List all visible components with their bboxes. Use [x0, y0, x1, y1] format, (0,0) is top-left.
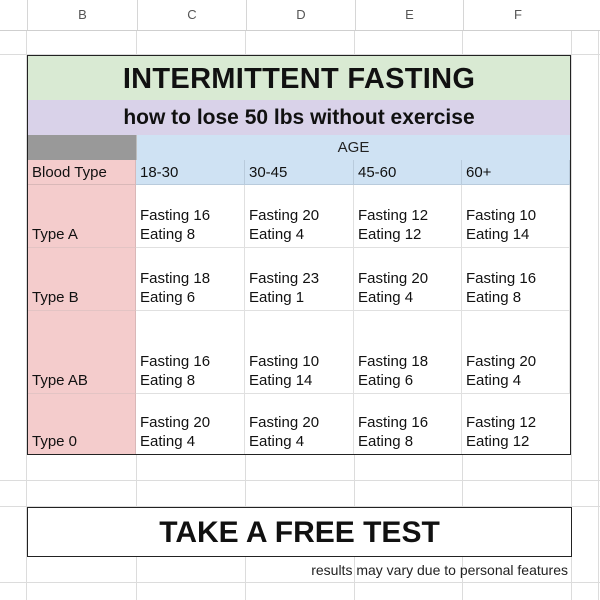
fasting-hours: Fasting 16 — [358, 414, 429, 431]
blood-type-label: Type 0 — [32, 433, 78, 450]
fasting-cell: Fasting 12 Eating 12 — [462, 394, 570, 454]
fasting-hours: Fasting 20 — [249, 207, 320, 224]
blood-type-cell: Type 0 — [28, 394, 136, 454]
fasting-hours: Fasting 10 — [249, 353, 320, 370]
fasting-table: INTERMITTENT FASTING how to lose 50 lbs … — [27, 55, 571, 455]
blood-type-header: Blood Type — [28, 160, 136, 185]
eating-hours: Eating 12 — [466, 433, 530, 450]
column-header-c[interactable]: C — [137, 0, 246, 30]
table-title: INTERMITTENT FASTING — [28, 56, 570, 101]
fasting-hours: Fasting 18 — [140, 270, 211, 287]
eating-hours: Eating 8 — [466, 289, 522, 306]
fasting-hours: Fasting 23 — [249, 270, 320, 287]
eating-hours: Eating 4 — [466, 372, 522, 389]
eating-hours: Eating 6 — [140, 289, 196, 306]
eating-hours: Eating 4 — [358, 289, 414, 306]
eating-hours: Eating 12 — [358, 226, 422, 243]
eating-hours: Eating 8 — [140, 226, 196, 243]
fasting-hours: Fasting 12 — [358, 207, 429, 224]
fasting-cell: Fasting 18 Eating 6 — [136, 248, 245, 311]
fasting-cell: Fasting 20 Eating 4 — [462, 311, 570, 394]
fasting-hours: Fasting 18 — [358, 353, 429, 370]
corner-cell — [28, 135, 137, 161]
grid-line — [0, 480, 600, 481]
fasting-cell: Fasting 10 Eating 14 — [462, 185, 570, 248]
disclaimer-text: results may vary due to personal feature… — [311, 562, 568, 578]
age-group-header: 60+ — [462, 160, 570, 185]
blood-type-label: Type A — [32, 226, 78, 243]
eating-hours: Eating 4 — [140, 433, 196, 450]
eating-hours: Eating 6 — [358, 372, 414, 389]
eating-hours: Eating 14 — [466, 226, 530, 243]
blood-type-label: Type B — [32, 289, 79, 306]
fasting-cell: Fasting 16 Eating 8 — [354, 394, 462, 454]
column-header-f[interactable]: F — [463, 0, 572, 30]
fasting-hours: Fasting 16 — [140, 353, 211, 370]
fasting-cell: Fasting 16 Eating 8 — [136, 185, 245, 248]
fasting-cell: Fasting 20 Eating 4 — [245, 185, 354, 248]
age-group-header: 30-45 — [245, 160, 354, 185]
take-free-test-button[interactable]: TAKE A FREE TEST — [27, 507, 572, 557]
fasting-cell: Fasting 16 Eating 8 — [462, 248, 570, 311]
eating-hours: Eating 4 — [249, 433, 305, 450]
fasting-cell: Fasting 23 Eating 1 — [245, 248, 354, 311]
eating-hours: Eating 1 — [249, 289, 305, 306]
fasting-hours: Fasting 16 — [466, 270, 537, 287]
blood-type-cell: Type AB — [28, 311, 136, 394]
eating-hours: Eating 4 — [249, 226, 305, 243]
blood-type-cell: Type B — [28, 248, 136, 311]
column-header-e[interactable]: E — [355, 0, 463, 30]
column-header-d[interactable]: D — [246, 0, 355, 30]
eating-hours: Eating 8 — [358, 433, 414, 450]
grid-line — [0, 506, 600, 507]
fasting-hours: Fasting 20 — [140, 414, 211, 431]
fasting-cell: Fasting 12 Eating 12 — [354, 185, 462, 248]
fasting-hours: Fasting 10 — [466, 207, 537, 224]
fasting-cell: Fasting 20 Eating 4 — [245, 394, 354, 454]
fasting-cell: Fasting 16 Eating 8 — [136, 311, 245, 394]
eating-hours: Eating 8 — [140, 372, 196, 389]
table-subtitle: how to lose 50 lbs without exercise — [28, 100, 570, 136]
grid-line — [0, 54, 600, 55]
eating-hours: Eating 14 — [249, 372, 313, 389]
column-header-b[interactable]: B — [27, 0, 137, 30]
fasting-hours: Fasting 20 — [249, 414, 320, 431]
fasting-cell: Fasting 10 Eating 14 — [245, 311, 354, 394]
blood-type-label: Type AB — [32, 372, 88, 389]
age-group-header: 18-30 — [136, 160, 245, 185]
fasting-cell: Fasting 20 Eating 4 — [354, 248, 462, 311]
fasting-hours: Fasting 20 — [358, 270, 429, 287]
grid-line — [0, 582, 600, 583]
blood-type-cell: Type A — [28, 185, 136, 248]
age-group-header: 45-60 — [354, 160, 462, 185]
age-header: AGE — [137, 135, 570, 161]
fasting-hours: Fasting 12 — [466, 414, 537, 431]
fasting-cell: Fasting 18 Eating 6 — [354, 311, 462, 394]
fasting-hours: Fasting 16 — [140, 207, 211, 224]
fasting-hours: Fasting 20 — [466, 353, 537, 370]
fasting-cell: Fasting 20 Eating 4 — [136, 394, 245, 454]
column-header-row: B C D E F — [0, 0, 600, 31]
